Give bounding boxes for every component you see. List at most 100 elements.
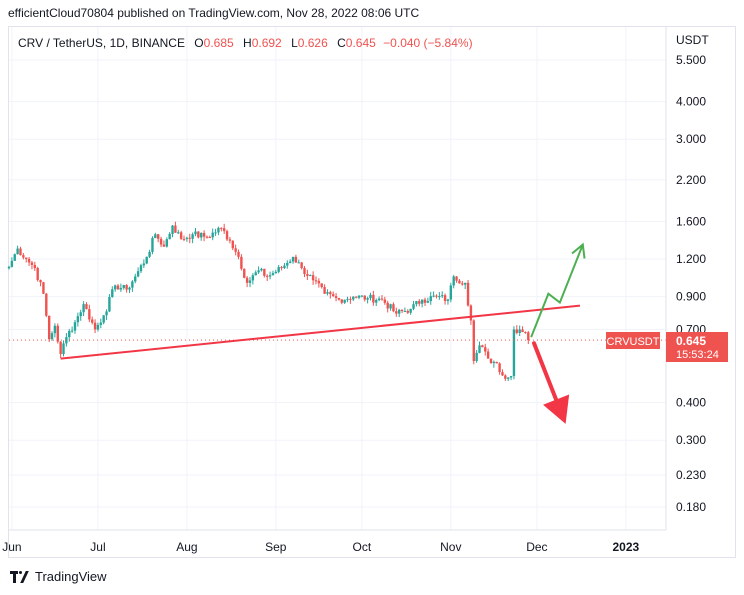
candle-body [426, 301, 430, 303]
candle-body [317, 280, 321, 284]
candle-body [191, 234, 194, 239]
candle-body [185, 237, 189, 239]
y-tick-label: 3.000 [676, 132, 706, 146]
axes: 5.5004.0003.0002.2001.6001.2000.9000.700… [2, 27, 709, 554]
candle-body [461, 283, 464, 285]
candle-body [403, 310, 407, 312]
candle-body [492, 361, 496, 364]
candle-body [214, 232, 217, 234]
candle-body [495, 361, 498, 364]
candle-body [352, 296, 355, 300]
candle-body [478, 345, 481, 353]
candle-body [45, 293, 48, 316]
candle-body [165, 239, 168, 247]
candle-body [383, 299, 387, 303]
candle-body [354, 296, 358, 298]
candle-body [257, 270, 260, 273]
candle-body [225, 231, 229, 240]
candle-body [47, 315, 51, 340]
candle-body [340, 299, 344, 303]
legend-symbol: CRV / TetherUS, 1D, BINANCE [18, 36, 185, 50]
candle-body [527, 332, 530, 341]
tradingview-footer[interactable]: TradingView [10, 569, 107, 584]
candle-body [42, 282, 45, 294]
candle-body [119, 287, 123, 290]
candle-body [484, 347, 487, 352]
candle-body [22, 255, 25, 258]
candle-body [208, 237, 212, 239]
candle-body [88, 309, 91, 320]
candle-body [329, 292, 332, 295]
candle-body [222, 228, 226, 232]
candle-body [228, 239, 232, 241]
candle-body [65, 337, 68, 344]
candle-body [512, 329, 516, 377]
candle-body [76, 316, 80, 323]
candle-body [62, 343, 65, 355]
candle-body [288, 261, 292, 263]
candle-body [25, 257, 28, 260]
candle-body [277, 267, 280, 272]
candle-body [314, 280, 318, 282]
candle-body [142, 263, 146, 266]
candle-body [243, 268, 246, 278]
candle-body [145, 256, 148, 264]
candle-body [369, 294, 372, 299]
candle-body [469, 305, 473, 321]
candle-body [240, 256, 243, 269]
candle-body [159, 238, 163, 245]
candle-body [377, 298, 381, 301]
candle-body [202, 232, 206, 237]
candle-body [128, 287, 131, 290]
candle-body [386, 302, 389, 309]
candle-body [174, 225, 177, 233]
candle-body [148, 251, 151, 257]
candle-body [429, 296, 432, 302]
candle-body [286, 262, 289, 266]
candle-body [200, 232, 203, 238]
legend-low-label: L [291, 36, 298, 50]
candle-body [30, 262, 34, 265]
candle-body [68, 330, 71, 338]
legend-high-label: H [243, 36, 252, 50]
candle-body [346, 298, 349, 300]
candle-body [331, 294, 335, 297]
candle-body [455, 276, 458, 281]
candle-body [254, 272, 257, 276]
candle-body [96, 324, 100, 330]
candle-body [274, 271, 278, 274]
candle-body [446, 299, 450, 301]
candle-body [271, 273, 275, 276]
candle-body [211, 232, 214, 238]
candle-body [435, 295, 438, 297]
candle-body [509, 376, 513, 378]
candle-body [349, 298, 352, 300]
candle-body [168, 233, 171, 240]
bearish-arrow [532, 341, 559, 402]
candle-body [472, 320, 475, 361]
candle-body [309, 275, 312, 277]
candle-body [306, 274, 309, 276]
y-tick-label: 0.900 [676, 290, 706, 304]
candle-body [320, 283, 323, 288]
candle-body [59, 341, 62, 355]
candle-body [91, 319, 94, 323]
candle-body [50, 333, 54, 340]
candle-body [449, 285, 453, 300]
candle-body [375, 300, 378, 303]
tradingview-brand: TradingView [35, 569, 107, 584]
y-tick-label: 0.230 [676, 468, 706, 482]
candle-body [415, 301, 418, 305]
y-tick-label: 2.200 [676, 173, 706, 187]
candle-body [260, 268, 263, 271]
candle-body [82, 304, 85, 313]
x-tick-label: Aug [176, 540, 197, 554]
candle-body [406, 310, 409, 313]
price-label-value: 0.645 [676, 334, 706, 348]
candle-body [220, 227, 223, 229]
candle-body [420, 299, 424, 304]
candle-body [27, 259, 31, 263]
y-tick-label: 0.400 [676, 396, 706, 410]
candle-body [475, 352, 478, 361]
